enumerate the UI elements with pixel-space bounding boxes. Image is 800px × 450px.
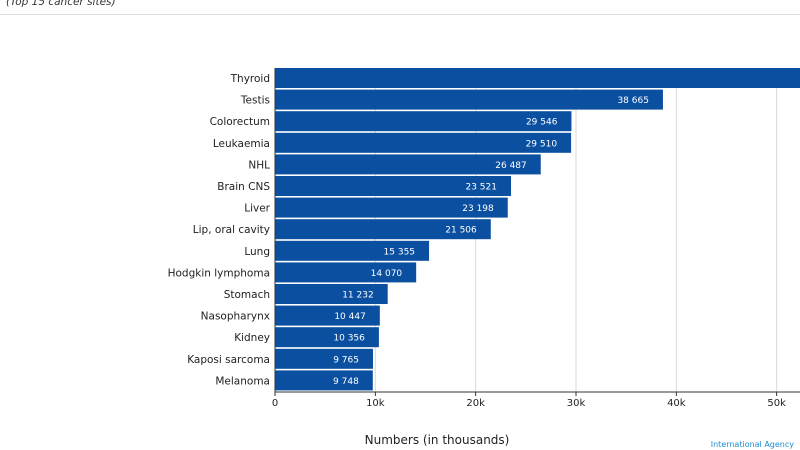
x-tick-label: 40k (667, 398, 686, 409)
category-label: Lung (244, 246, 270, 258)
bar (275, 305, 380, 326)
bar-value-label: 9 748 (333, 377, 359, 387)
bar (275, 89, 663, 110)
header-divider (0, 14, 800, 15)
bar (275, 284, 388, 304)
bar (275, 197, 508, 218)
bar-value-label: 21 506 (445, 226, 477, 236)
x-tick-label: 30k (567, 398, 586, 409)
x-tick-label: 50k (767, 398, 786, 409)
bar-value-label: 10 356 (333, 334, 365, 344)
bar-value-label: 15 355 (384, 247, 416, 257)
bar (275, 327, 379, 348)
x-tick-label: 20k (466, 398, 485, 409)
bar (275, 111, 572, 132)
bar-value-label: 29 546 (526, 118, 558, 128)
category-labels: Thyroid Testis Colorectum Leukaemia NHL Brain… (168, 73, 271, 387)
bar-value-label: 14 070 (371, 269, 403, 279)
brand-text[interactable]: International Agency (710, 440, 794, 449)
bar (275, 262, 417, 283)
category-label: Kaposi sarcoma (187, 354, 270, 366)
x-tick-label: 10k (366, 398, 385, 409)
bar-value-label: 11 232 (342, 291, 374, 301)
category-label: Nasopharynx (201, 311, 270, 323)
bar-value-label: 23 521 (465, 183, 497, 193)
category-label: Thyroid (230, 73, 270, 85)
bar-value-label: 9 765 (333, 355, 359, 365)
bar (275, 154, 541, 175)
bar-value-label: 26 487 (495, 161, 527, 171)
category-label: Lip, oral cavity (193, 224, 270, 236)
bar (275, 370, 373, 391)
bar-value-label: 38 665 (617, 96, 649, 106)
category-label: Melanoma (215, 375, 270, 387)
chart-subtitle: (Top 15 cancer sites) (6, 0, 116, 8)
category-label: Brain CNS (217, 181, 270, 193)
category-label: Hodgkin lymphoma (168, 267, 270, 279)
bar-value-label: 10 447 (334, 312, 366, 322)
bar (275, 240, 430, 261)
x-tick-label: 0 (272, 398, 278, 409)
bar (275, 132, 572, 153)
bar (275, 176, 511, 196)
bar (275, 348, 373, 369)
bar (275, 219, 491, 240)
bar-value-label: 29 510 (526, 139, 558, 149)
x-axis: 010k20k30k40k50k60k (272, 68, 800, 409)
bar-value-label: 23 198 (462, 204, 494, 214)
category-label: Stomach (224, 289, 270, 301)
bar (275, 68, 800, 88)
category-label: Testis (240, 95, 270, 107)
category-label: Leukaemia (213, 138, 270, 150)
category-label: Colorectum (210, 116, 270, 128)
category-label: Liver (244, 203, 270, 215)
category-label: Kidney (234, 332, 270, 344)
category-label: NHL (248, 159, 270, 171)
x-axis-title: Numbers (in thousands) (365, 433, 510, 447)
